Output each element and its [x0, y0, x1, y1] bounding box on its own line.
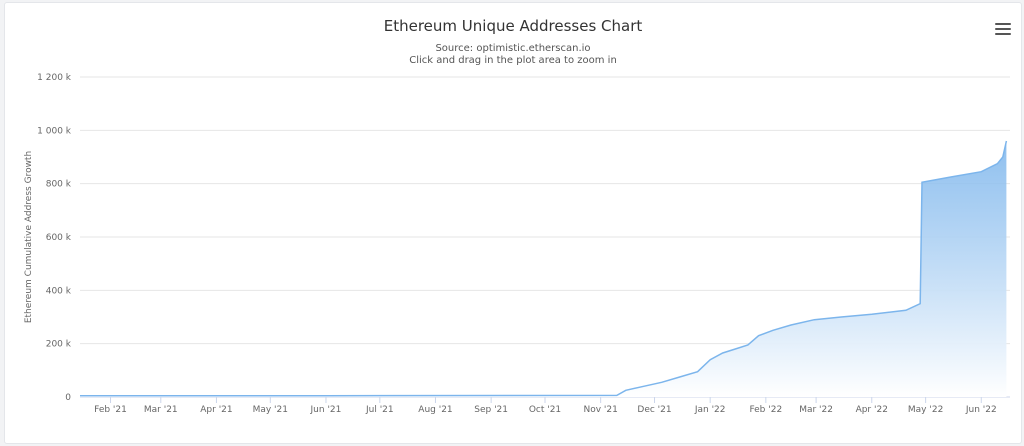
series-area: [80, 141, 1007, 397]
y-tick-label: 1 200 k: [37, 73, 72, 83]
chart-title: Ethereum Unique Addresses Chart: [383, 17, 643, 35]
x-tick-label: Mar '21: [144, 405, 178, 415]
y-tick-label: 800 k: [46, 180, 72, 190]
y-tick-label: 600 k: [46, 233, 72, 243]
x-tick-label: Feb '21: [94, 405, 127, 415]
x-tick-label: Jan '22: [694, 405, 726, 415]
subtitle-source: Source: optimistic.etherscan.io: [435, 43, 591, 54]
x-tick-label: Aug '21: [418, 405, 452, 415]
x-tick-label: Jul '21: [365, 405, 394, 415]
x-tick-label: Apr '21: [200, 405, 232, 415]
y-tick-label: 1 000 k: [37, 126, 72, 136]
x-tick-label: May '22: [908, 405, 943, 415]
series-group: [80, 140, 1008, 397]
chart-subtitle: Source: optimistic.etherscan.io Click an…: [5, 43, 1021, 67]
x-axis: Feb '21 Mar '21 Apr '21 May '21 Jun '21 Jul '…: [94, 397, 997, 415]
x-tick-label: Mar '22: [799, 405, 833, 415]
x-tick-label: Oct '21: [529, 405, 561, 415]
y-tick-label: 0: [65, 393, 71, 403]
x-tick-label: Dec '21: [637, 405, 671, 415]
chart-card: Ethereum Unique Addresses Chart Source: …: [4, 2, 1022, 444]
x-tick-label: Apr '22: [856, 405, 888, 415]
y-tick-label: 400 k: [46, 286, 72, 296]
hamburger-menu-icon[interactable]: [995, 23, 1011, 37]
x-tick-label: Jun '22: [965, 405, 997, 415]
x-tick-label: Jun '21: [310, 405, 342, 415]
series-line: [80, 140, 1008, 397]
y-axis-label: Ethereum Cumulative Address Growth: [24, 151, 34, 323]
x-tick-label: Sep '21: [474, 405, 508, 415]
x-tick-label: Nov '21: [583, 405, 617, 415]
subtitle-zoom-hint: Click and drag in the plot area to zoom …: [409, 55, 617, 66]
x-tick-label: Feb '22: [749, 405, 782, 415]
x-tick-label: May '21: [253, 405, 288, 415]
y-axis: 0 200 k 400 k 600 k 800 k 1 000 k 1 200 k: [37, 73, 72, 403]
y-tick-label: 200 k: [46, 340, 72, 350]
